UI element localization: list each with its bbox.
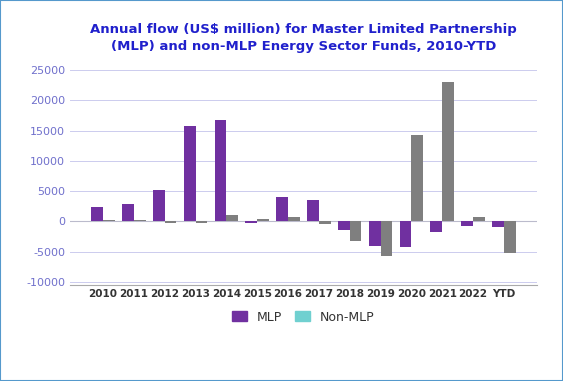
Bar [473,217,485,221]
Bar [215,120,226,221]
Bar [91,207,103,221]
Bar [226,215,238,221]
Bar [319,221,330,224]
Bar [492,221,504,227]
Bar [307,200,319,221]
Bar [504,221,516,253]
Bar [184,126,195,221]
Bar [350,221,361,241]
Bar [431,221,442,232]
Bar [288,217,300,221]
Bar [461,221,473,226]
Bar [400,221,412,247]
Bar [195,221,207,223]
Legend: MLP, Non-MLP: MLP, Non-MLP [227,306,379,328]
Bar [369,221,381,245]
Bar [245,221,257,223]
Bar [442,82,454,221]
Bar [103,220,115,221]
Bar [257,219,269,221]
Bar [338,221,350,231]
Bar [276,197,288,221]
Bar [153,190,165,221]
Bar [165,221,176,223]
Bar [381,221,392,256]
Bar [134,220,146,221]
Bar [122,204,134,221]
Title: Annual flow (US$ million) for Master Limited Partnership
(MLP) and non-MLP Energ: Annual flow (US$ million) for Master Lim… [90,22,517,53]
Bar [412,135,423,221]
